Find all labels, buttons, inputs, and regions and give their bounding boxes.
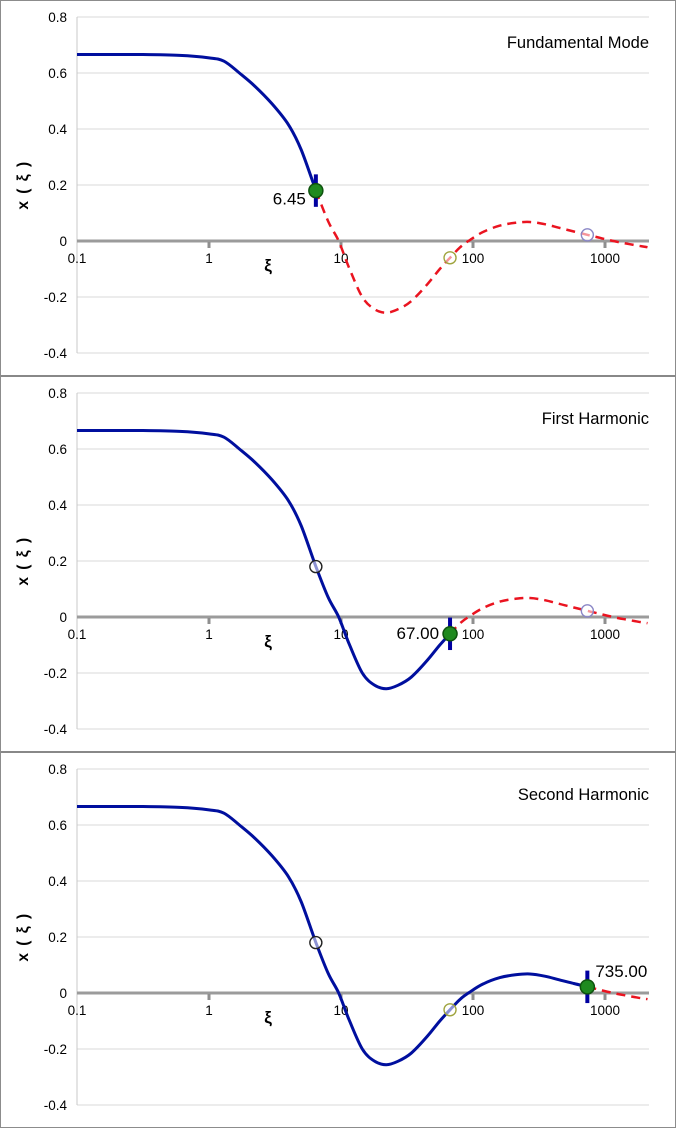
- panel-separator: [1, 375, 675, 377]
- y-tick-label: -0.2: [44, 666, 67, 681]
- x-tick-label: 0.1: [68, 627, 87, 642]
- x-tick-label: 10: [333, 251, 348, 266]
- y-axis-title: x ( ξ ): [15, 536, 32, 585]
- panel-second-harmonic: 0.1 1 10 100 1000 0.8 0.6 0.4 0.2 0 -0.2 -0.4 ξ x ( ξ…: [1, 753, 675, 1127]
- y-tick-label: 0: [59, 610, 67, 625]
- open-marker: [580, 604, 595, 618]
- x-axis-title: ξ: [264, 632, 272, 651]
- x-tick-label: 0.1: [68, 251, 87, 266]
- selected-marker: [442, 626, 458, 642]
- extrapolated-curve: [449, 596, 648, 635]
- x-tick-label: 1000: [590, 627, 620, 642]
- y-tick-label: 0.2: [48, 554, 67, 569]
- y-tick-label: -0.2: [44, 290, 67, 305]
- panel-title: Fundamental Mode: [507, 34, 649, 52]
- panel-title: First Harmonic: [542, 410, 649, 428]
- y-tick-label: 0.4: [48, 122, 67, 137]
- x-tick-label: 1000: [590, 1003, 620, 1018]
- open-marker: [580, 228, 595, 242]
- panel-title: Second Harmonic: [518, 786, 649, 804]
- open-marker: [443, 1003, 457, 1017]
- y-tick-label: 0.4: [48, 498, 67, 513]
- y-axis-title: x ( ξ ): [15, 160, 32, 209]
- y-tick-label: 0.8: [48, 386, 67, 401]
- x-tick-label: 0.1: [68, 1003, 87, 1018]
- x-tick-label: 100: [462, 627, 485, 642]
- solid-curve: [76, 804, 588, 1067]
- panel-fundamental-mode: 0.1 1 10 100 1000 0.8 0.6 0.4 0.2 0 -0.2 -0.4 ξ x ( ξ…: [1, 1, 675, 375]
- y-tick-label: 0.6: [48, 442, 67, 457]
- y-axis-title: x ( ξ ): [15, 912, 32, 961]
- y-tick-label: -0.4: [44, 722, 68, 737]
- panel-separator: [1, 751, 675, 753]
- open-marker: [443, 251, 457, 265]
- solid-curve: [76, 428, 452, 691]
- y-tick-label: 0.6: [48, 818, 67, 833]
- y-tick-label: 0: [59, 234, 67, 249]
- x-axis-title: ξ: [264, 256, 272, 275]
- selected-value-label: 67.00: [396, 624, 439, 643]
- selected-value-label: 735.00: [595, 962, 647, 981]
- y-tick-label: 0.8: [48, 10, 67, 25]
- y-tick-label: -0.4: [44, 346, 68, 361]
- x-axis-title: ξ: [264, 1008, 272, 1027]
- chart-1: 0.1 1 10 100 1000 0.8 0.6 0.4 0.2 0 -0.2 -0.4 ξ x ( ξ…: [15, 10, 649, 361]
- open-marker: [309, 559, 323, 574]
- extrapolated-curve: [586, 985, 648, 1001]
- x-tick-label: 1: [205, 627, 213, 642]
- y-tick-label: 0.4: [48, 874, 67, 889]
- x-tick-label: 1: [205, 1003, 213, 1018]
- extrapolated-curve: [314, 190, 648, 314]
- y-tick-label: -0.2: [44, 1042, 67, 1057]
- x-tick-label: 100: [462, 1003, 485, 1018]
- x-tick-label: 1: [205, 251, 213, 266]
- y-tick-label: 0.6: [48, 66, 67, 81]
- y-tick-label: -0.4: [44, 1098, 68, 1113]
- x-tick-label: 1000: [590, 251, 620, 266]
- x-tick-label: 100: [462, 251, 485, 266]
- solid-curve: [76, 52, 318, 192]
- y-tick-label: 0.2: [48, 930, 67, 945]
- selected-marker: [579, 979, 596, 995]
- open-marker: [309, 935, 323, 950]
- selected-marker: [308, 182, 324, 199]
- selected-value-label: 6.45: [273, 190, 306, 209]
- panel-first-harmonic: 0.1 1 10 100 1000 0.8 0.6 0.4 0.2 0 -0.2 -0.4 ξ x ( ξ…: [1, 377, 675, 751]
- y-tick-label: 0.8: [48, 762, 67, 777]
- y-tick-label: 0: [59, 986, 67, 1001]
- y-tick-label: 0.2: [48, 178, 67, 193]
